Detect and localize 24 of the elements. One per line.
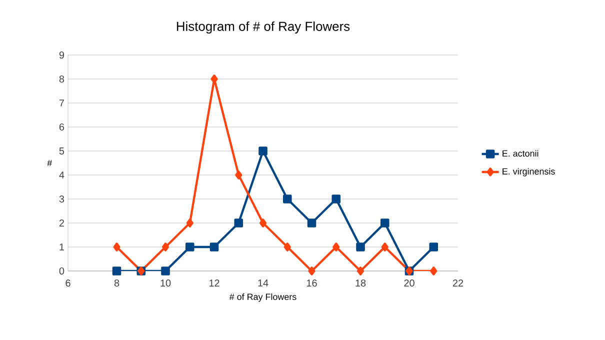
x-tick-label: 6 [66, 280, 70, 287]
x-tick-label: 8 [114, 280, 120, 287]
y-tick-label: 4 [59, 172, 64, 178]
x-tick-label: 22 [452, 280, 464, 286]
y-tick-label: 6 [59, 123, 64, 131]
y-tick-label: 5 [59, 148, 64, 154]
chart-title: Histogram of # of Ray Flowers [176, 21, 350, 34]
x-axis-title: # of Ray Flowers [229, 293, 296, 302]
y-tick-label: 0 [59, 267, 64, 275]
y-tick-label: 2 [59, 220, 64, 226]
legend-label: E. virginensis [502, 168, 555, 176]
x-tick-label: 18 [356, 280, 366, 287]
x-tick-label: 16 [306, 280, 317, 287]
y-axis-title: # [47, 160, 52, 166]
y-tick-label: 7 [59, 100, 64, 106]
y-tick-label: 3 [59, 195, 64, 203]
x-tick-label: 20 [404, 280, 414, 287]
x-tick-label: 12 [209, 280, 220, 286]
y-tick-label: 8 [59, 75, 64, 83]
y-tick-label: 9 [59, 51, 64, 59]
y-tick-label: 1 [60, 244, 64, 250]
legend-label: E. actonii [502, 150, 538, 157]
x-tick-label: 10 [160, 280, 171, 287]
x-tick-label: 14 [258, 280, 268, 286]
